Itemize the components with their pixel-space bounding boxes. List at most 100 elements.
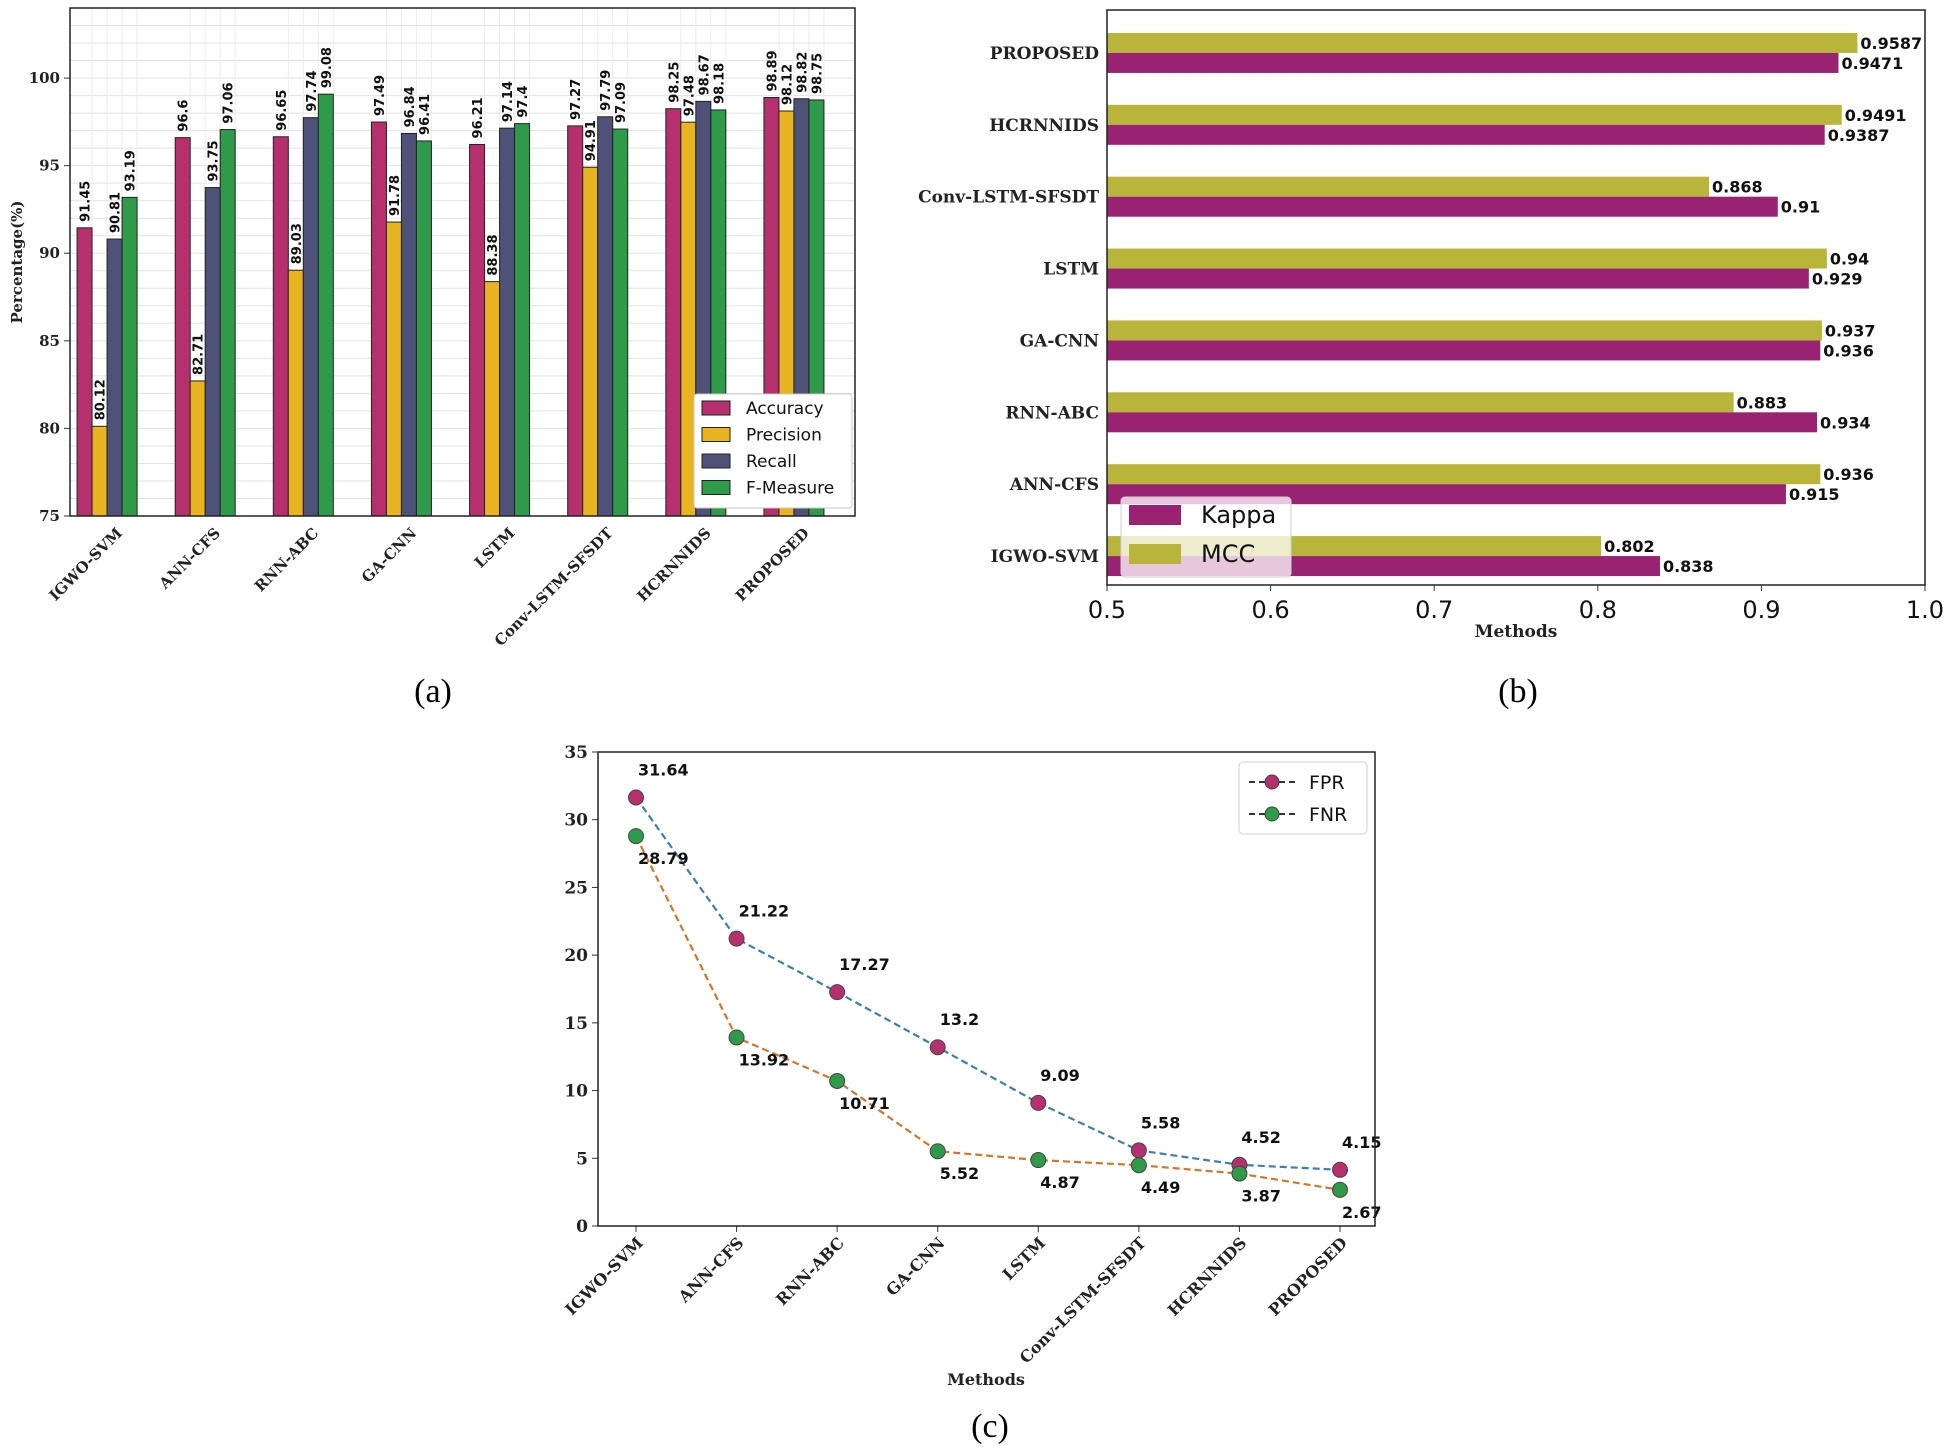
- bar-kappa-proposed: [1107, 52, 1839, 73]
- bar-accuracy-ann-cfs: [174, 137, 191, 517]
- data-label-fpr: 13.2: [940, 1010, 979, 1029]
- bar-precision-lstm: [484, 281, 501, 517]
- bar-accuracy-ga-cnn: [370, 121, 387, 517]
- bar-f-measure-conv-lstm-sfsdt: [612, 128, 629, 517]
- legend-swatch-f-measure: [701, 480, 731, 495]
- point-fpr-ann-cfs: [728, 930, 745, 947]
- x-tick-label-b: 0.5: [1088, 596, 1126, 624]
- data-label-precision: 82.71: [192, 334, 207, 375]
- data-label-recall: 96.84: [403, 86, 418, 127]
- y-tick-label-b: ANN-CFS: [1009, 475, 1099, 495]
- bar-kappa-lstm: [1107, 268, 1809, 289]
- bar-accuracy-hcrnnids: [665, 108, 682, 517]
- data-label-accuracy: 97.49: [373, 75, 388, 116]
- data-label-fpr: 5.58: [1141, 1113, 1180, 1132]
- bar-accuracy-igwo-svm: [76, 227, 93, 517]
- point-fpr-igwo-svm: [628, 789, 644, 806]
- legend-swatch-precision: [701, 427, 731, 442]
- data-label-precision: 97.48: [682, 75, 697, 116]
- x-tick-label-a: HCRNNIDS: [633, 524, 714, 605]
- data-label-precision: 98.12: [780, 64, 795, 105]
- y-tick-label-c: 35: [564, 743, 588, 763]
- data-label-fpr: 31.64: [638, 761, 689, 780]
- y-tick-label-a: 75: [39, 507, 60, 525]
- data-label-fpr: 4.15: [1342, 1133, 1381, 1152]
- data-label-f-measure: 97.09: [614, 82, 629, 123]
- data-label-mcc: 0.802: [1604, 537, 1655, 556]
- y-tick-label-b: HCRNNIDS: [989, 116, 1099, 136]
- legend-swatch-kappa: [1129, 505, 1181, 525]
- bar-mcc-lstm: [1107, 248, 1827, 269]
- bar-precision-conv-lstm-sfsdt: [582, 166, 599, 517]
- bar-mcc-ga-cnn: [1107, 320, 1822, 341]
- data-label-recall: 98.67: [697, 54, 712, 95]
- data-label-kappa: 0.838: [1663, 557, 1714, 576]
- data-label-mcc: 0.9491: [1845, 106, 1907, 125]
- x-tick-label-c: RNN-ABC: [772, 1233, 848, 1309]
- point-fnr-proposed: [1332, 1181, 1348, 1198]
- bar-kappa-rnn-abc: [1107, 412, 1818, 433]
- point-fnr-hcrnnids: [1231, 1165, 1248, 1182]
- y-tick-label-c: 30: [564, 811, 588, 831]
- point-fpr-proposed: [1332, 1161, 1348, 1178]
- data-label-accuracy: 91.45: [79, 181, 94, 222]
- point-fpr-ga-cnn: [929, 1039, 946, 1056]
- y-axis-label-a: Percentage(%): [8, 200, 26, 323]
- legend-swatch-accuracy: [701, 400, 731, 416]
- data-label-fpr: 17.27: [839, 955, 890, 974]
- bar-recall-conv-lstm-sfsdt: [597, 116, 614, 517]
- data-label-accuracy: 98.25: [667, 62, 682, 103]
- data-label-recall: 97.14: [501, 81, 516, 122]
- legend-swatch-mcc: [1129, 544, 1181, 564]
- x-axis-label-c: Methods: [947, 1370, 1025, 1389]
- x-tick-label-a: LSTM: [471, 524, 518, 571]
- legend-a: [693, 393, 853, 509]
- data-label-precision: 89.03: [290, 223, 305, 264]
- data-label-fnr: 4.87: [1040, 1173, 1079, 1192]
- bar-precision-rnn-abc: [287, 269, 304, 517]
- legend-label-mcc: MCC: [1201, 540, 1255, 568]
- legend-marker-fnr: [1264, 806, 1280, 822]
- point-fnr-ann-cfs: [728, 1029, 745, 1046]
- point-fnr-ga-cnn: [929, 1143, 946, 1160]
- bar-accuracy-conv-lstm-sfsdt: [567, 125, 584, 517]
- data-label-f-measure: 99.08: [320, 47, 335, 88]
- point-fpr-conv-lstm-sfsdt: [1130, 1142, 1147, 1159]
- data-label-f-measure: 98.18: [712, 63, 727, 104]
- x-tick-label-b: 0.6: [1252, 596, 1290, 624]
- x-tick-label-c: HCRNNIDS: [1164, 1233, 1250, 1319]
- data-label-fpr: 4.52: [1241, 1128, 1280, 1147]
- bar-precision-ann-cfs: [189, 380, 206, 517]
- bar-recall-ga-cnn: [400, 132, 417, 517]
- bar-accuracy-lstm: [469, 143, 486, 517]
- data-label-f-measure: 93.19: [124, 150, 139, 191]
- data-label-precision: 91.78: [388, 175, 403, 216]
- caption-a: (a): [414, 673, 452, 710]
- y-tick-label-a: 100: [29, 69, 60, 87]
- data-label-accuracy: 96.21: [471, 97, 486, 138]
- data-label-kappa: 0.934: [1820, 413, 1871, 432]
- y-tick-label-b: GA-CNN: [1020, 331, 1099, 351]
- data-label-fnr: 4.49: [1141, 1178, 1180, 1197]
- y-tick-label-c: 5: [576, 1149, 588, 1169]
- x-tick-label-a: IGWO-SVM: [46, 524, 126, 604]
- x-tick-label-b: 0.9: [1742, 596, 1780, 624]
- x-tick-label-a: GA-CNN: [358, 524, 420, 586]
- legend-label-recall: Recall: [746, 452, 797, 472]
- bar-recall-lstm: [499, 127, 516, 517]
- data-label-fnr: 2.67: [1342, 1203, 1381, 1222]
- data-label-kappa: 0.9387: [1828, 126, 1890, 145]
- y-tick-label-c: 20: [564, 946, 588, 966]
- legend-label-f-measure: F-Measure: [746, 479, 834, 499]
- data-label-f-measure: 98.75: [810, 53, 825, 94]
- bar-accuracy-rnn-abc: [272, 136, 289, 517]
- legend-marker-fpr: [1264, 774, 1280, 790]
- point-fpr-lstm: [1030, 1094, 1047, 1111]
- bar-kappa-ga-cnn: [1107, 340, 1821, 361]
- data-label-recall: 90.81: [109, 192, 124, 233]
- point-fnr-igwo-svm: [628, 828, 644, 845]
- bar-mcc-conv-lstm-sfsdt: [1107, 176, 1710, 197]
- data-label-accuracy: 96.65: [275, 90, 290, 131]
- caption-b: (b): [1498, 673, 1538, 710]
